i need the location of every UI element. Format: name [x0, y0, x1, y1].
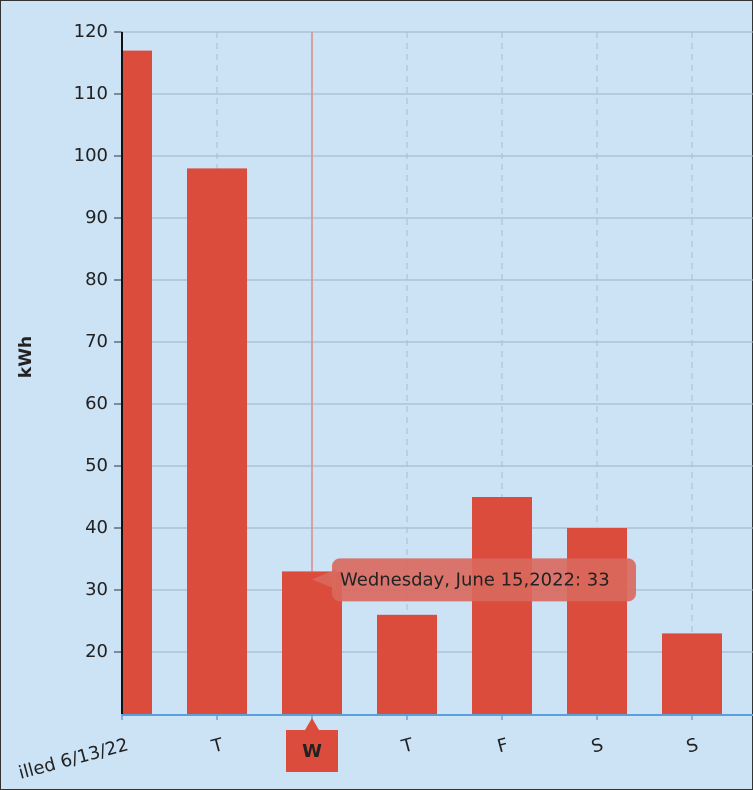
x-tick-label: S [589, 734, 605, 757]
y-tick-label: 50 [85, 455, 108, 476]
bar [282, 571, 342, 714]
y-tick-label: 40 [85, 517, 108, 538]
y-tick-label: 70 [85, 331, 108, 352]
bar [122, 50, 152, 715]
tooltip [332, 558, 636, 602]
y-tick-label: 80 [85, 269, 108, 290]
tooltip-text: Wednesday, June 15,2022: 33 [340, 569, 610, 590]
y-tick-label: 110 [74, 83, 108, 104]
x-tick-label: W [302, 741, 322, 762]
y-tick-label: 90 [85, 207, 108, 228]
bar [377, 614, 437, 714]
x-tick-label: S [684, 734, 700, 757]
y-tick-label: 120 [74, 21, 108, 42]
y-tick-label: 60 [85, 393, 108, 414]
bar [567, 528, 627, 714]
tooltip-pointer [312, 569, 336, 590]
y-tick-label: 20 [85, 641, 108, 662]
highlight-pointer [305, 718, 319, 730]
bars [122, 50, 722, 715]
y-tick-label: 100 [74, 145, 108, 166]
bar [662, 633, 722, 714]
bar [472, 497, 532, 714]
bar [187, 168, 247, 714]
y-axis-label: kWh [16, 336, 36, 378]
highlight-label-box [286, 730, 338, 772]
y-tick-label: 30 [85, 579, 108, 600]
x-tick-label: 6/20 [751, 734, 753, 765]
